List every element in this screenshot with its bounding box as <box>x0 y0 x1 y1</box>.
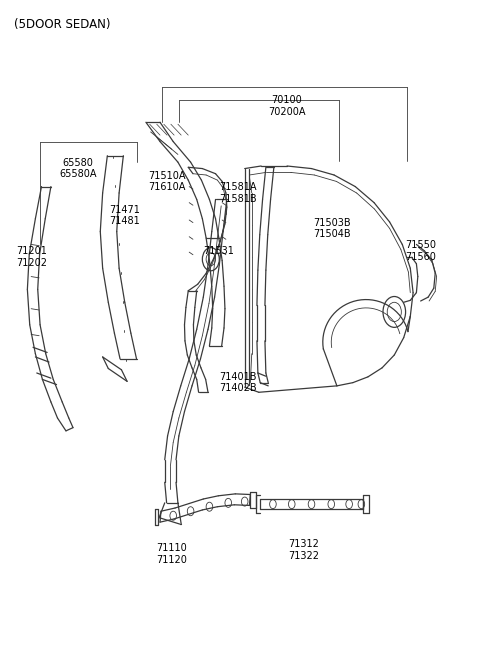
Text: 71550
71560: 71550 71560 <box>406 240 437 262</box>
Text: 71201
71202: 71201 71202 <box>16 247 47 268</box>
Text: 71531: 71531 <box>204 246 234 256</box>
Text: 71110
71120: 71110 71120 <box>156 543 187 565</box>
Text: 71471
71481: 71471 71481 <box>109 205 140 226</box>
Text: 71581A
71581B: 71581A 71581B <box>219 182 256 204</box>
Text: 71503B
71504B: 71503B 71504B <box>313 218 350 239</box>
Text: 71401B
71402B: 71401B 71402B <box>219 372 256 394</box>
Text: 65580
65580A: 65580 65580A <box>59 157 96 179</box>
Text: 70100
70200A: 70100 70200A <box>268 95 306 117</box>
Text: 71312
71322: 71312 71322 <box>288 539 319 561</box>
Text: (5DOOR SEDAN): (5DOOR SEDAN) <box>14 18 111 31</box>
Text: 71510A
71610A: 71510A 71610A <box>148 171 186 192</box>
